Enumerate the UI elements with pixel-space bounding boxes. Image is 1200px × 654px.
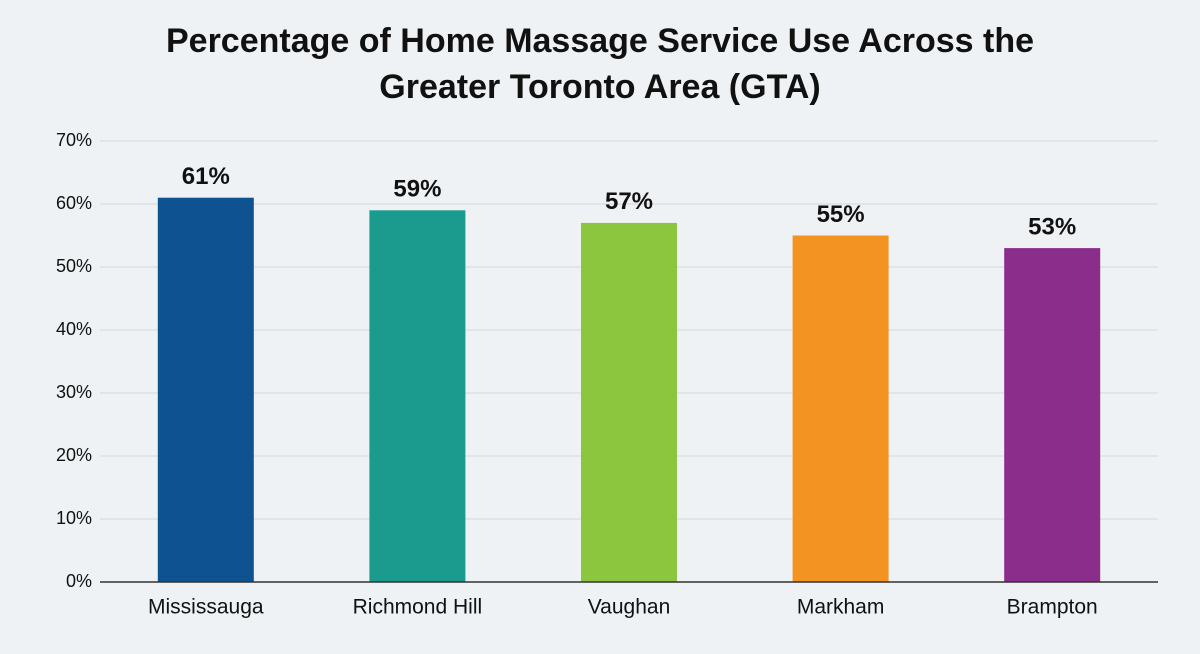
bar <box>157 197 254 582</box>
x-tick-label: Mississauga <box>148 596 264 619</box>
value-label: 57% <box>605 188 653 215</box>
bar <box>369 210 466 583</box>
y-tick-label: 20% <box>56 445 92 465</box>
value-label: 59% <box>393 176 441 203</box>
y-tick-label: 60% <box>56 193 92 213</box>
value-label: 53% <box>1028 213 1076 240</box>
y-tick-label: 10% <box>56 508 92 528</box>
value-label: 55% <box>817 201 865 228</box>
value-label: 61% <box>182 163 230 190</box>
y-tick-label: 30% <box>56 382 92 402</box>
x-tick-label: Markham <box>797 596 885 619</box>
x-tick-label: Vaughan <box>588 596 671 619</box>
chart-title: Percentage of Home Massage Service Use A… <box>165 22 1034 106</box>
y-tick-label: 0% <box>66 571 92 591</box>
x-tick-label: Richmond Hill <box>353 596 483 619</box>
bar <box>1004 248 1101 582</box>
y-tick-label: 50% <box>56 256 92 276</box>
x-tick-label: Brampton <box>1007 596 1098 619</box>
y-tick-label: 70% <box>56 130 92 150</box>
bar <box>581 222 677 582</box>
y-tick-label: 40% <box>56 319 92 339</box>
bar <box>792 235 889 582</box>
